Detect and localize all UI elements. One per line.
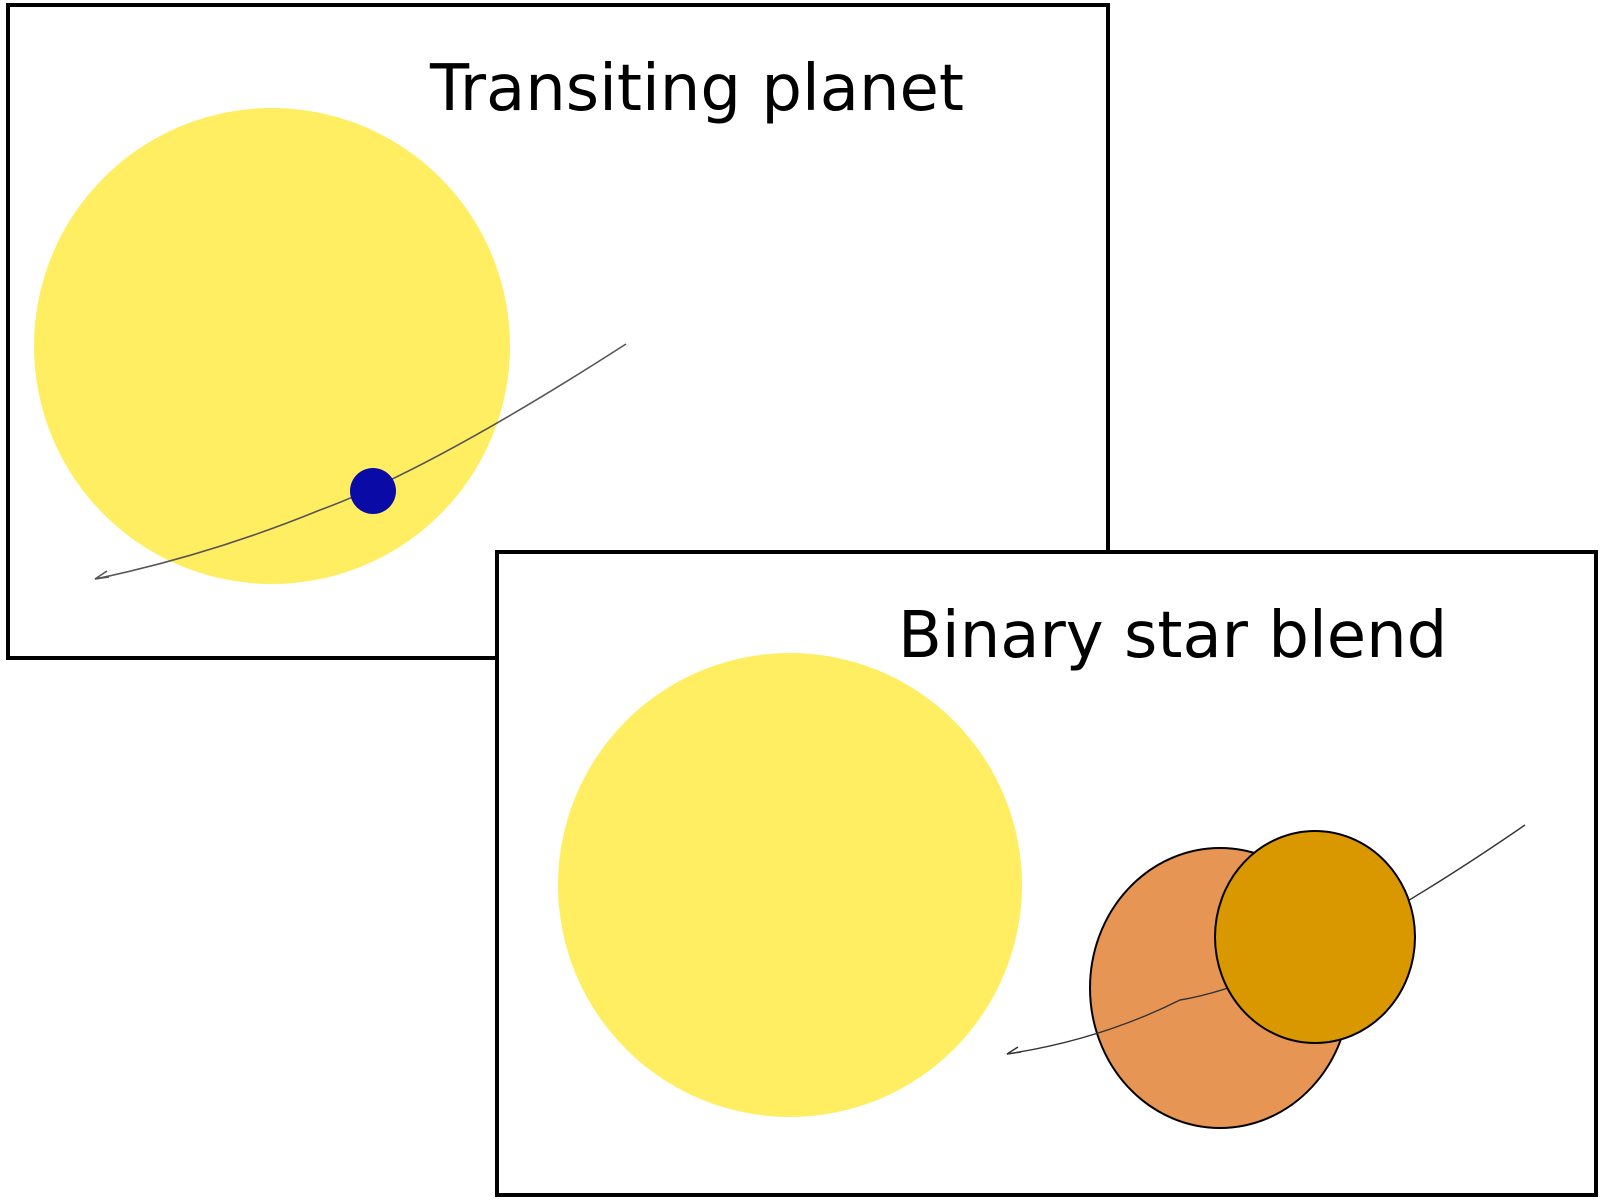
host-star [34,108,510,584]
eclipsing-binary-star-small [1214,830,1416,1044]
planet-orbit-arrowhead [94,570,110,580]
planet-orbit-arc [94,343,627,580]
transiting-planet [350,468,396,514]
transiting-planet-panel: Transiting planet [6,3,1110,660]
transiting-planet-title: Transiting planet [429,52,964,126]
binary-star-blend-panel: Binary star blend [495,550,1598,1197]
binary-star-blend-title: Binary star blend [898,599,1447,673]
binary-orbit-arrowhead [1006,1046,1022,1055]
binary-orbit-arc [1006,824,1526,1055]
foreground-star [558,653,1022,1117]
